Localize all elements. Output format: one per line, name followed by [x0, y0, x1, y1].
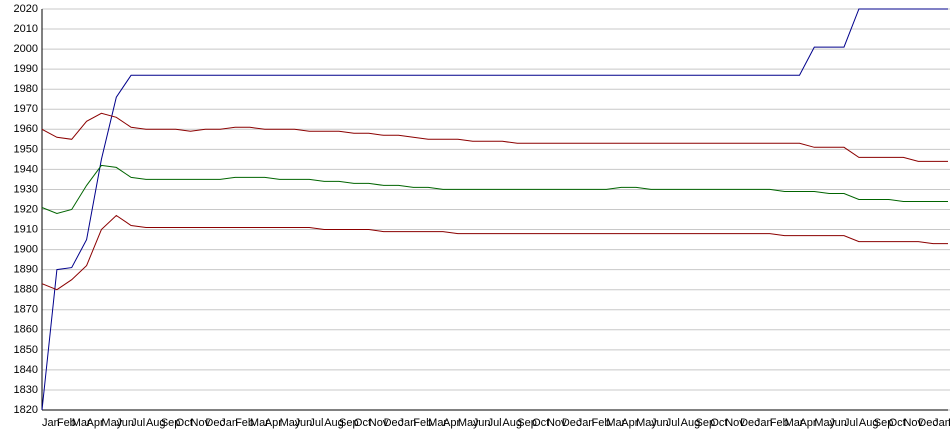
x-tick-label: Sep	[517, 417, 537, 429]
y-tick-label: 1920	[14, 203, 38, 215]
x-tick-label: Aug	[502, 417, 522, 429]
x-tick-label: Mar	[72, 417, 91, 429]
y-tick-label: 1880	[14, 284, 38, 296]
y-tick-label: 1940	[14, 163, 38, 175]
x-tick-label: Nov	[191, 417, 211, 429]
x-tick-label: Mar	[250, 417, 269, 429]
x-tick-label: Nov	[903, 417, 923, 429]
x-tick-label: Feb	[770, 417, 789, 429]
x-tick-label: Jan	[42, 417, 60, 429]
x-tick-label: Apr	[799, 417, 816, 429]
series-line	[41, 214, 948, 291]
y-tick-label: 1930	[14, 183, 38, 195]
y-tick-label: 2020	[14, 3, 38, 15]
x-tick-label: Sep	[874, 417, 894, 429]
y-tick-label: 2000	[14, 43, 38, 55]
x-tick-label: Oct	[889, 417, 906, 429]
x-tick-label: Aug	[146, 417, 166, 429]
x-tick-label: Oct	[354, 417, 371, 429]
x-tick-label: Jan	[933, 417, 950, 429]
x-tick-label: Apr	[443, 417, 460, 429]
x-tick-label: Mar	[606, 417, 625, 429]
x-tick-label: Jan	[398, 417, 416, 429]
y-tick-label: 1950	[14, 143, 38, 155]
x-tick-label: Sep	[339, 417, 359, 429]
x-tick-label: Feb	[57, 417, 76, 429]
series-line	[41, 8, 948, 411]
x-tick-label: Jul	[844, 417, 858, 429]
x-tick-label: Jul	[488, 417, 502, 429]
x-tick-label: Jun	[651, 417, 669, 429]
x-tick-label: Oct	[532, 417, 549, 429]
x-tick-label: Apr	[265, 417, 282, 429]
x-tick-label: Dec	[740, 417, 760, 429]
x-tick-label: Feb	[948, 417, 950, 429]
x-tick-label: Mar	[785, 417, 804, 429]
x-tick-label: Jan	[577, 417, 595, 429]
y-tick-label: 1890	[14, 264, 38, 276]
x-tick-label: Nov	[369, 417, 389, 429]
y-tick-label: 1860	[14, 324, 38, 336]
y-tick-label: 1820	[14, 404, 38, 416]
x-tick-label: Jul	[131, 417, 145, 429]
x-tick-label: Dec	[205, 417, 225, 429]
y-tick-label: 1970	[14, 103, 38, 115]
x-tick-label: Mar	[428, 417, 447, 429]
x-tick-label: Jul	[666, 417, 680, 429]
y-tick-label: 2010	[14, 23, 38, 35]
x-tick-label: Oct	[176, 417, 193, 429]
y-tick-label: 1840	[14, 364, 38, 376]
x-tick-label: Jan	[755, 417, 773, 429]
y-tick-label: 1990	[14, 63, 38, 75]
y-tick-label: 1910	[14, 223, 38, 235]
x-tick-label: May	[458, 417, 479, 429]
x-tick-label: Dec	[918, 417, 938, 429]
x-tick-label: Aug	[681, 417, 701, 429]
y-tick-label: 1870	[14, 304, 38, 316]
x-tick-label: Dec	[562, 417, 582, 429]
x-tick-label: Sep	[696, 417, 716, 429]
x-tick-label: Apr	[87, 417, 104, 429]
x-tick-label: Aug	[859, 417, 879, 429]
x-tick-label: Jul	[309, 417, 323, 429]
y-tick-label: 1850	[14, 344, 38, 356]
x-tick-label: Jun	[116, 417, 134, 429]
x-tick-label: Dec	[384, 417, 404, 429]
x-tick-label: Feb	[413, 417, 432, 429]
x-tick-label: Nov	[725, 417, 745, 429]
x-tick-label: Feb	[235, 417, 254, 429]
y-tick-label: 1960	[14, 123, 38, 135]
x-tick-label: Nov	[547, 417, 567, 429]
x-tick-label: Jun	[473, 417, 491, 429]
x-tick-label: May	[280, 417, 301, 429]
x-tick-label: May	[101, 417, 122, 429]
x-tick-label: Aug	[324, 417, 344, 429]
x-tick-label: May	[636, 417, 657, 429]
x-tick-label: Apr	[621, 417, 638, 429]
x-tick-label: May	[814, 417, 835, 429]
x-tick-label: Oct	[710, 417, 727, 429]
x-tick-label: Jan	[220, 417, 238, 429]
x-tick-label: Sep	[161, 417, 181, 429]
series-line	[41, 164, 948, 215]
y-tick-label: 1830	[14, 384, 38, 396]
x-tick-label: Jun	[829, 417, 847, 429]
x-tick-label: Jun	[294, 417, 312, 429]
series-line	[41, 112, 948, 162]
x-tick-label: Feb	[592, 417, 611, 429]
y-tick-label: 1900	[14, 244, 38, 256]
y-tick-label: 1980	[14, 83, 38, 95]
